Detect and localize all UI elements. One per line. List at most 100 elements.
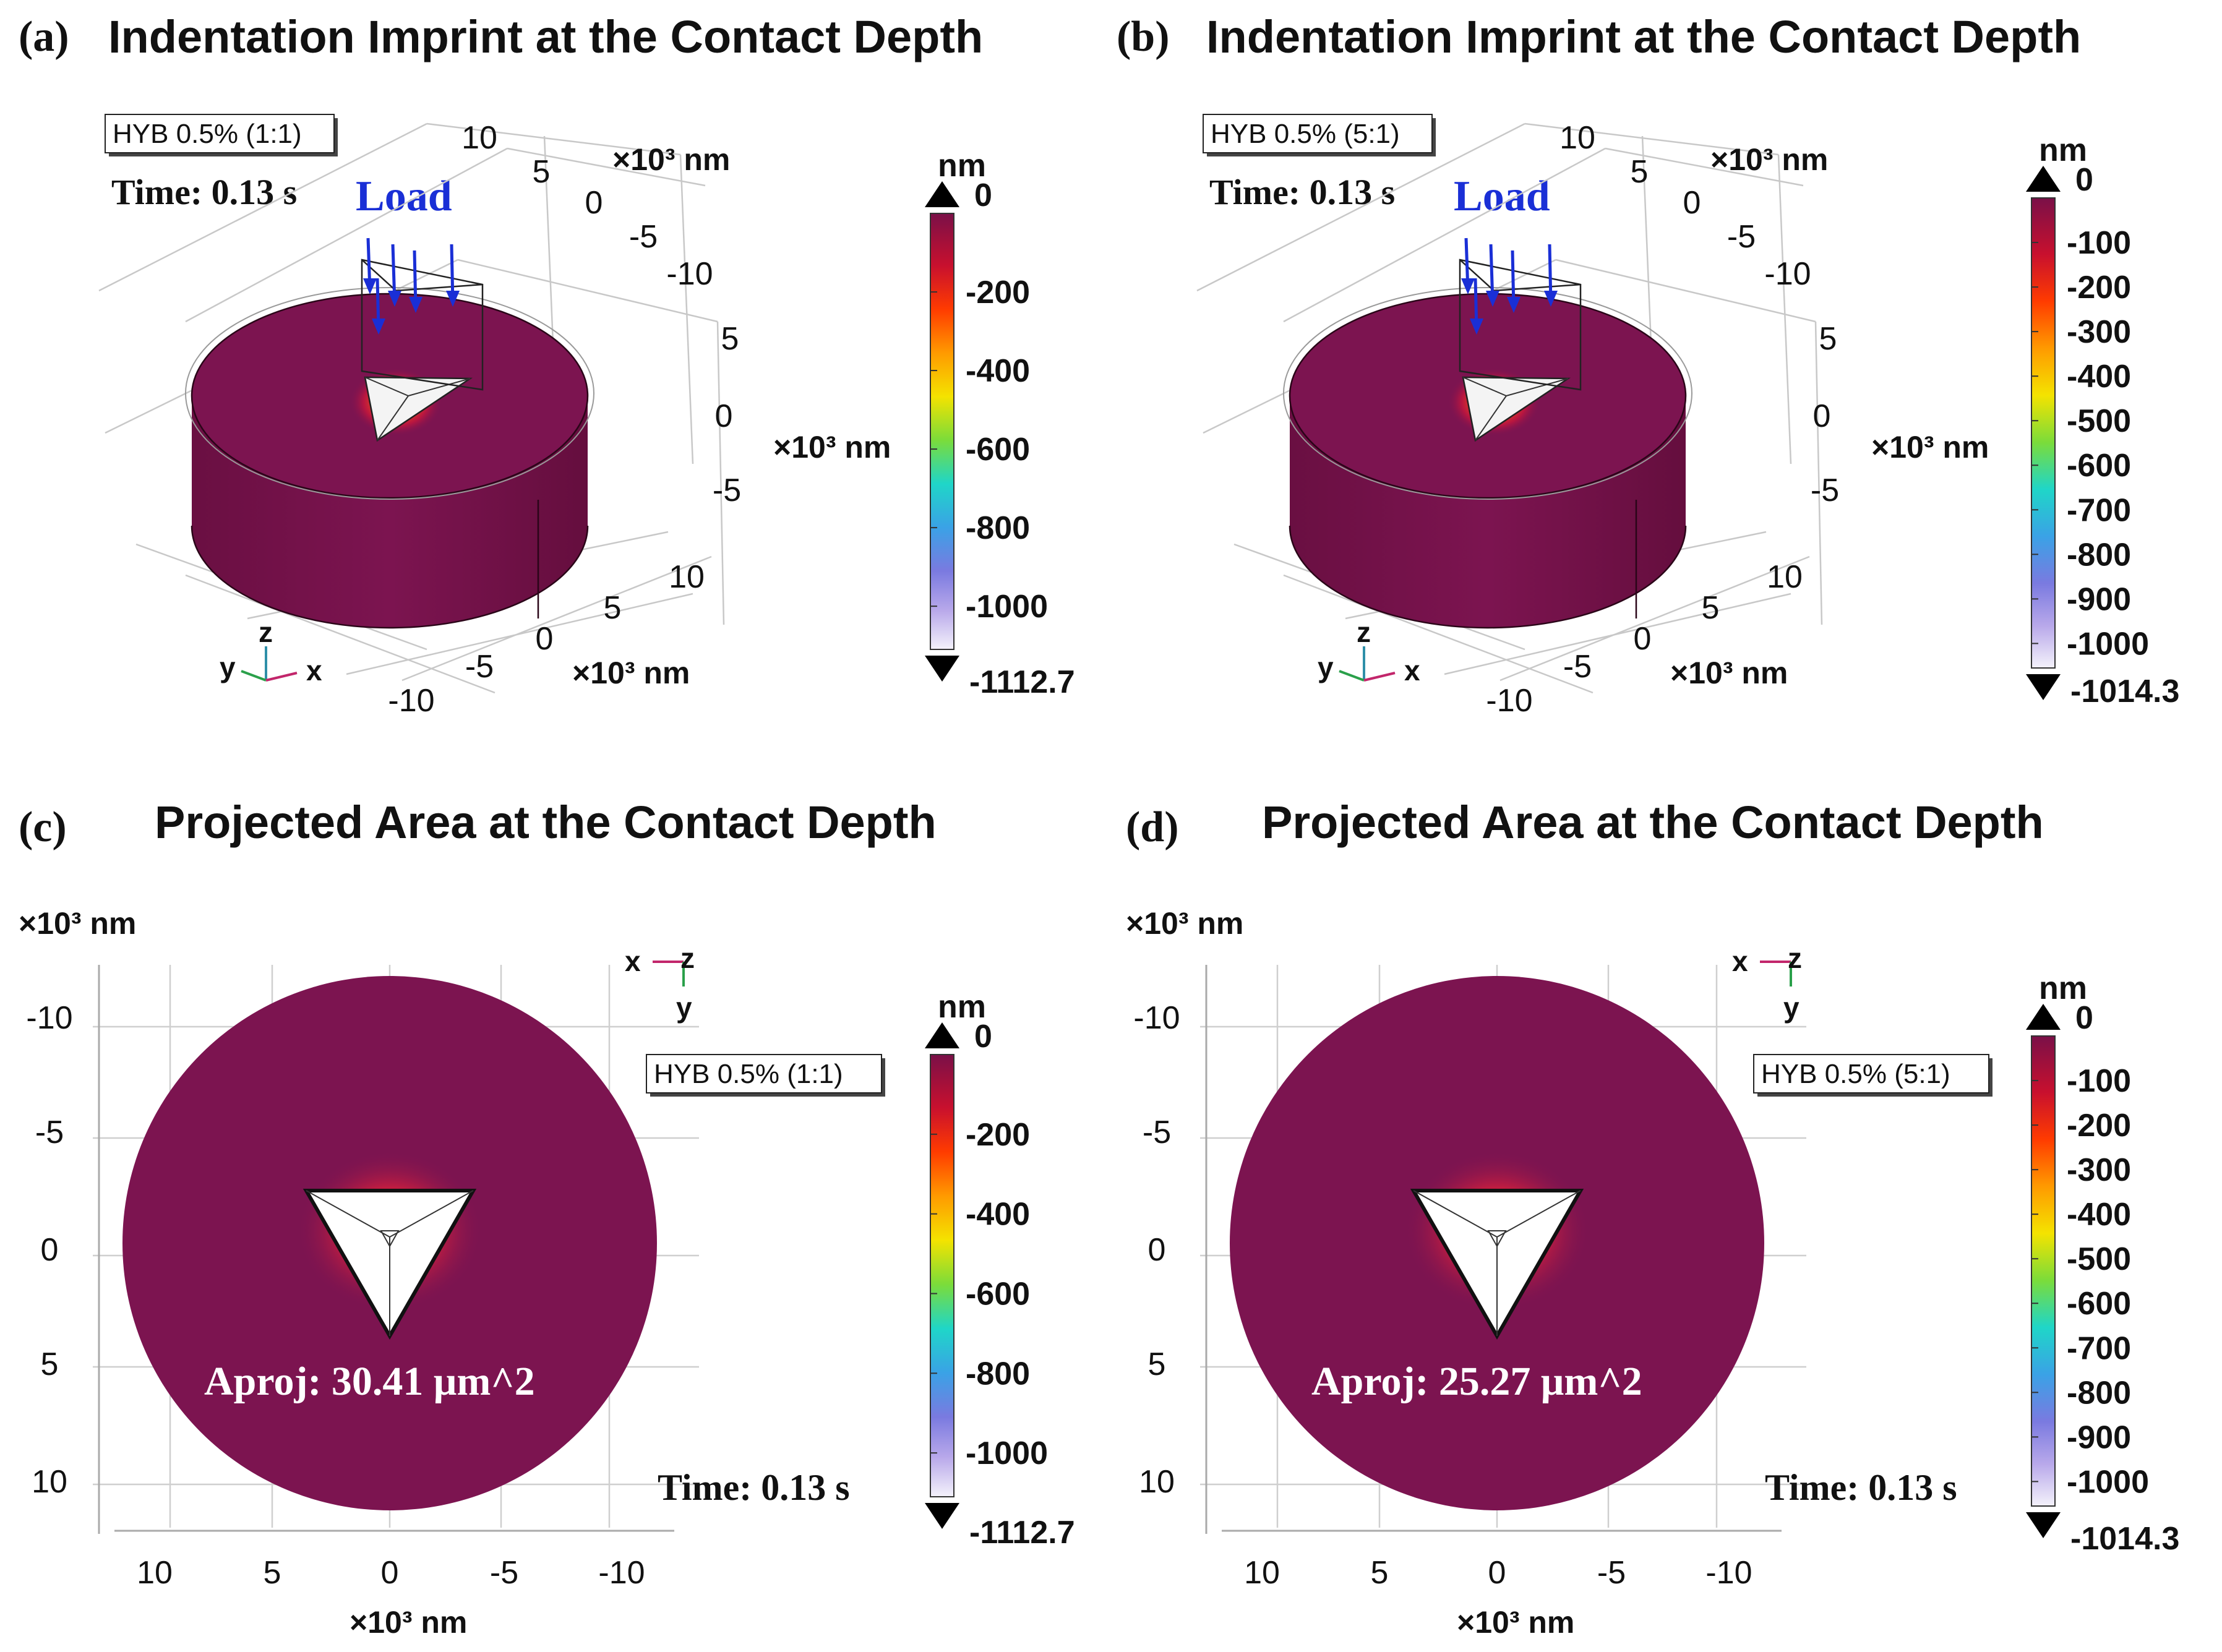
load-label: Load xyxy=(1454,173,1550,220)
x-axis-unit: ×10³ nm xyxy=(1670,656,1788,690)
x-tick-label: 5 xyxy=(1702,590,1720,626)
z-tick-label: 5 xyxy=(721,321,739,357)
panel-title: Indentation Imprint at the Contact Depth xyxy=(108,11,983,62)
sample-box xyxy=(646,1054,882,1093)
triad-y-axis xyxy=(241,670,267,682)
y-tick-label: -5 xyxy=(35,1115,64,1150)
colorbar-tick-label: -700 xyxy=(2067,492,2131,528)
y-tick-label: 0 xyxy=(585,185,603,221)
colorbar-tick-label: -400 xyxy=(2067,1197,2131,1233)
x-tick-label: 10 xyxy=(1767,559,1803,595)
triad-label-x: x xyxy=(1732,945,1748,977)
sample-box xyxy=(1203,114,1433,153)
z-tick-label: 5 xyxy=(1819,321,1837,357)
cylinder-rim xyxy=(1283,287,1692,500)
sample-label: HYB 0.5% (5:1) xyxy=(1211,119,1400,149)
cylinder-bottom-edge xyxy=(191,525,589,629)
z-tick-label: -5 xyxy=(1811,473,1839,508)
colorbar-min-triangle xyxy=(925,656,959,682)
y-tick-label: 10 xyxy=(461,120,497,156)
colorbar-tick-label: -600 xyxy=(2067,448,2131,484)
colorbar-unit: nm xyxy=(938,148,986,184)
z-axis-unit: ×10³ nm xyxy=(1871,430,1989,464)
x-axis-unit: ×10³ nm xyxy=(572,656,690,690)
y-tick-label: 10 xyxy=(1559,120,1595,156)
triad-label-y: y xyxy=(1318,651,1334,683)
sample-box xyxy=(105,114,335,153)
z-tick-label: 0 xyxy=(715,398,733,434)
colorbar-tick-label: -400 xyxy=(966,353,1030,389)
colorbar-min-label: -1014.3 xyxy=(2070,1521,2179,1557)
load-arrow-head xyxy=(446,291,460,307)
colorbar-tick-label: -400 xyxy=(966,1197,1030,1233)
x-tick-label: 10 xyxy=(137,1555,173,1591)
colorbar-tick-label: -800 xyxy=(966,510,1030,546)
triad-x-axis xyxy=(265,672,298,682)
indenter-tip xyxy=(380,1230,400,1248)
indenter-edges xyxy=(306,1190,474,1336)
load-arrow-head xyxy=(409,297,423,313)
triad-label-x: x xyxy=(306,654,322,687)
colorbar-tick-label: -600 xyxy=(2067,1286,2131,1322)
colorbar-tick-label: -800 xyxy=(2067,537,2131,573)
y-tick-label: -10 xyxy=(1133,1000,1180,1036)
colorbar-tick-label: -1000 xyxy=(2067,1464,2149,1500)
y-tick-label: 5 xyxy=(1148,1346,1166,1382)
sample-box xyxy=(1753,1054,1989,1093)
colorbar-min-label: -1014.3 xyxy=(2070,674,2179,709)
colorbar-min-label: -1112.7 xyxy=(969,1515,1075,1551)
colorbar-min-triangle xyxy=(2026,1512,2061,1538)
load-arrow-head xyxy=(363,278,377,294)
colorbar-tick-label: -800 xyxy=(966,1356,1030,1392)
cylinder-rim xyxy=(185,287,594,500)
colorbar-max-label: 0 xyxy=(2075,162,2093,198)
colorbar-tick-label: -500 xyxy=(2067,403,2131,439)
y-axis-unit: ×10³ nm xyxy=(1126,906,1243,941)
y-tick-label: 0 xyxy=(1148,1232,1166,1268)
colorbar-tick-label: -200 xyxy=(966,275,1030,310)
x-tick-label: 5 xyxy=(264,1555,281,1591)
triad-y-axis xyxy=(1339,670,1365,682)
panel-letter: (a) xyxy=(19,13,69,61)
load-arrow-head xyxy=(1507,297,1521,313)
colorbar-max-label: 0 xyxy=(974,178,992,213)
colorbar-tick-label: -1000 xyxy=(2067,626,2149,662)
imprint-edges xyxy=(1462,377,1569,441)
colorbar-tick-label: -600 xyxy=(966,432,1030,468)
z-tick-label: -5 xyxy=(713,473,741,508)
triad-label-y: y xyxy=(1783,991,1799,1024)
colorbar-tick-label: -900 xyxy=(2067,581,2131,617)
colorbar-max-label: 0 xyxy=(974,1019,992,1055)
y-axis-unit: ×10³ nm xyxy=(612,142,730,177)
time-label: Time: 0.13 s xyxy=(1209,172,1395,212)
sample-label: HYB 0.5% (1:1) xyxy=(654,1059,843,1089)
panel-title: Projected Area at the Contact Depth xyxy=(155,797,937,848)
x-tick-label: 0 xyxy=(536,621,554,657)
indenter-imprint xyxy=(1462,376,1571,442)
panel-letter: (b) xyxy=(1117,13,1170,61)
colorbar-min-triangle xyxy=(2026,674,2061,700)
cylinder-bottom-edge xyxy=(1289,525,1687,629)
triad-label-z: z xyxy=(1788,942,1802,974)
colorbar-tick-label: -300 xyxy=(2067,314,2131,350)
x-tick-label: 0 xyxy=(381,1555,399,1591)
y-tick-label: -10 xyxy=(1764,256,1811,292)
y-tick-label: 0 xyxy=(1683,185,1701,221)
y-tick-label: 0 xyxy=(41,1232,59,1268)
colorbar-min-label: -1112.7 xyxy=(969,664,1075,700)
x-tick-label: 5 xyxy=(604,590,622,626)
colorbar-gradient xyxy=(2031,197,2056,669)
x-tick-label: -10 xyxy=(598,1555,645,1591)
triad-label-x: x xyxy=(625,945,641,977)
colorbar-max-triangle xyxy=(2026,1004,2061,1030)
panel-b: (b) Indentation Imprint at the Contact De… xyxy=(1117,11,2081,719)
colorbar-tick-label: -600 xyxy=(966,1276,1030,1312)
z-tick-label: 0 xyxy=(1813,398,1831,434)
triad-label-z: z xyxy=(259,616,273,648)
load-arrow-head xyxy=(1544,291,1558,307)
load-arrow-head xyxy=(1470,319,1483,335)
colorbar-max-triangle xyxy=(2026,166,2061,192)
time-label: Time: 0.13 s xyxy=(111,172,297,212)
colorbar-tick-label: -200 xyxy=(966,1117,1030,1153)
